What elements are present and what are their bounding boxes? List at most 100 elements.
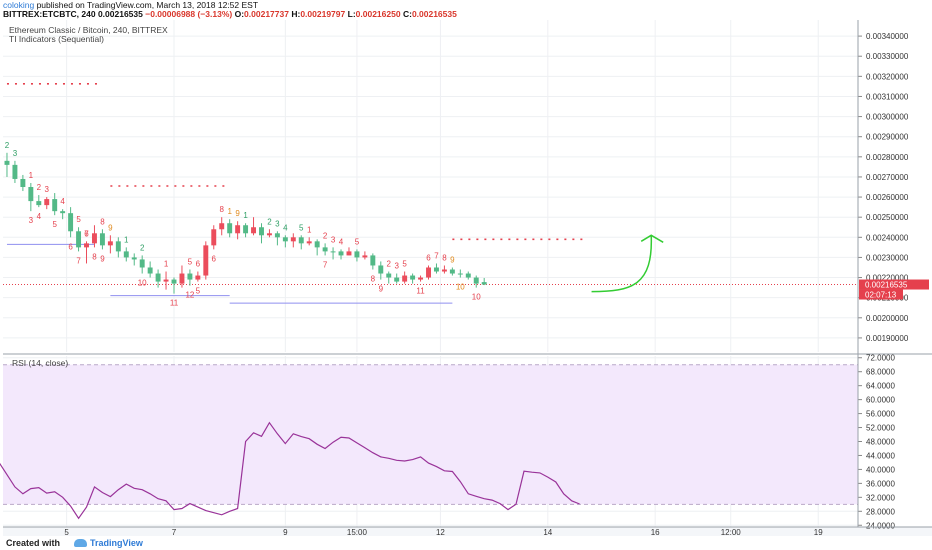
sequential-count-label: 1: [243, 211, 248, 220]
sequential-count-label: 9: [100, 254, 105, 263]
candle-body-down: [251, 227, 257, 234]
sequential-count-label: 2: [140, 243, 145, 252]
sequential-count-label: 3: [45, 185, 50, 194]
sequential-count-label: 11: [416, 287, 425, 296]
time-tick-label: 15:00: [347, 528, 368, 537]
rsi-tick-label: 40.0000: [866, 465, 895, 474]
time-axis-strip: [3, 527, 932, 536]
sequential-count-label: 11: [170, 299, 179, 308]
candle-body-down: [402, 275, 408, 282]
candle-body-up: [282, 237, 288, 242]
price-tick-label: 0.00220000: [866, 274, 909, 283]
candle-body-down: [163, 279, 169, 282]
sequential-count-label: 7: [76, 256, 81, 265]
price-tick-label: 0.00300000: [866, 113, 909, 122]
candle-body-up: [4, 160, 10, 165]
sequential-count-label: 9: [235, 209, 240, 218]
price-change: −0.00006988 (−3.13%): [145, 9, 233, 19]
rsi-tick-label: 60.0000: [866, 396, 895, 405]
high-label: H:: [291, 9, 301, 19]
candle-body-down: [362, 255, 368, 258]
candle-body-up: [36, 201, 42, 206]
price-tick-label: 0.00270000: [866, 173, 909, 182]
sequential-count-label: 8: [371, 275, 376, 284]
rsi-title: RSI (14, close): [12, 358, 68, 368]
price-tick-label: 0.00260000: [866, 193, 909, 202]
rsi-tick-label: 56.0000: [866, 410, 895, 419]
time-tick-label: 14: [543, 528, 552, 537]
candle-body-down: [346, 251, 352, 256]
candle-body-down: [235, 225, 241, 234]
rsi-tick-label: 64.0000: [866, 382, 895, 391]
rsi-tick-label: 48.0000: [866, 438, 895, 447]
rsi-tick-label: 72.0000: [866, 354, 895, 363]
time-tick-label: 19: [814, 528, 823, 537]
sequential-count-label: 9: [108, 223, 113, 232]
candle-body-down: [290, 237, 296, 242]
rsi-tick-label: 28.0000: [866, 507, 895, 516]
sequential-count-label: 4: [37, 212, 42, 221]
sequential-count-label: 3: [331, 235, 336, 244]
indicator-title: TI Indicators (Sequential): [9, 34, 104, 44]
rsi-tick-label: 52.0000: [866, 424, 895, 433]
symbol-line: BITTREX:ETCBTC, 240: [3, 9, 96, 19]
rsi-tick-label: 44.0000: [866, 451, 895, 460]
sequential-count-label: 2: [5, 141, 10, 150]
author-link[interactable]: coloking: [3, 0, 35, 10]
time-tick-label: 12:00: [721, 528, 742, 537]
candle-body-down: [91, 233, 97, 244]
footer: Created with TradingView: [0, 536, 932, 550]
candle-body-up: [394, 277, 400, 282]
last-price-badge: [859, 279, 929, 290]
candle-body-up: [338, 251, 344, 256]
price-tick-label: 0.00240000: [866, 233, 909, 242]
price-tick-label: 0.00190000: [866, 334, 909, 343]
sequential-count-label: 5: [196, 287, 201, 296]
rsi-line: [0, 421, 580, 520]
candle-body-up: [147, 267, 153, 274]
low-value: 0.00216250: [355, 9, 401, 19]
rsi-tick-label: 32.0000: [866, 493, 895, 502]
rsi-tick-label: 36.0000: [866, 479, 895, 488]
candle-body-up: [378, 265, 384, 274]
sequential-count-label: 2: [267, 217, 272, 226]
countdown-badge: [859, 289, 903, 300]
tradingview-logo-icon: [74, 539, 87, 547]
sequential-count-label: 4: [339, 237, 344, 246]
sequential-count-label: 8: [92, 252, 97, 261]
candle-body-down: [44, 199, 50, 206]
sequential-count-label: 1: [29, 171, 34, 180]
sequential-count-label: 1: [307, 225, 312, 234]
created-with-label: Created with: [6, 538, 61, 548]
candle-body-up: [12, 164, 18, 179]
candle-body-down: [179, 273, 185, 284]
last-price-badge-text: 0.00216535: [865, 281, 908, 290]
candle-body-down: [219, 223, 225, 230]
candle-body-up: [52, 199, 58, 212]
candle-body-down: [418, 277, 424, 280]
price-tick-label: 0.00340000: [866, 32, 909, 41]
candle-body-down: [211, 229, 217, 246]
price-tick-label: 0.00310000: [866, 92, 909, 101]
price-tick-label: 0.00330000: [866, 52, 909, 61]
candle-body-up: [20, 178, 26, 188]
price-tick-label: 0.00230000: [866, 253, 909, 262]
sequential-count-label: 1: [124, 235, 129, 244]
high-value: 0.00219797: [300, 9, 346, 19]
publish-line: coloking published on TradingView.com, M…: [3, 0, 258, 10]
sequential-count-label: 3: [13, 149, 18, 158]
sequential-count-label: 12: [185, 291, 194, 300]
sequential-count-label: 8: [219, 205, 224, 214]
tradingview-brand[interactable]: TradingView: [90, 538, 143, 548]
time-tick-label: 16: [651, 528, 660, 537]
candle-body-up: [386, 273, 392, 278]
sequential-count-label: 9: [450, 255, 455, 264]
candle-body-up: [243, 225, 249, 234]
candle-body-up: [259, 227, 264, 236]
candle-body-up: [322, 247, 328, 252]
candle-body-up: [171, 279, 177, 284]
sequential-count-label: 6: [196, 260, 201, 269]
close-label: C:: [402, 9, 412, 19]
candle-body-up: [465, 273, 471, 278]
